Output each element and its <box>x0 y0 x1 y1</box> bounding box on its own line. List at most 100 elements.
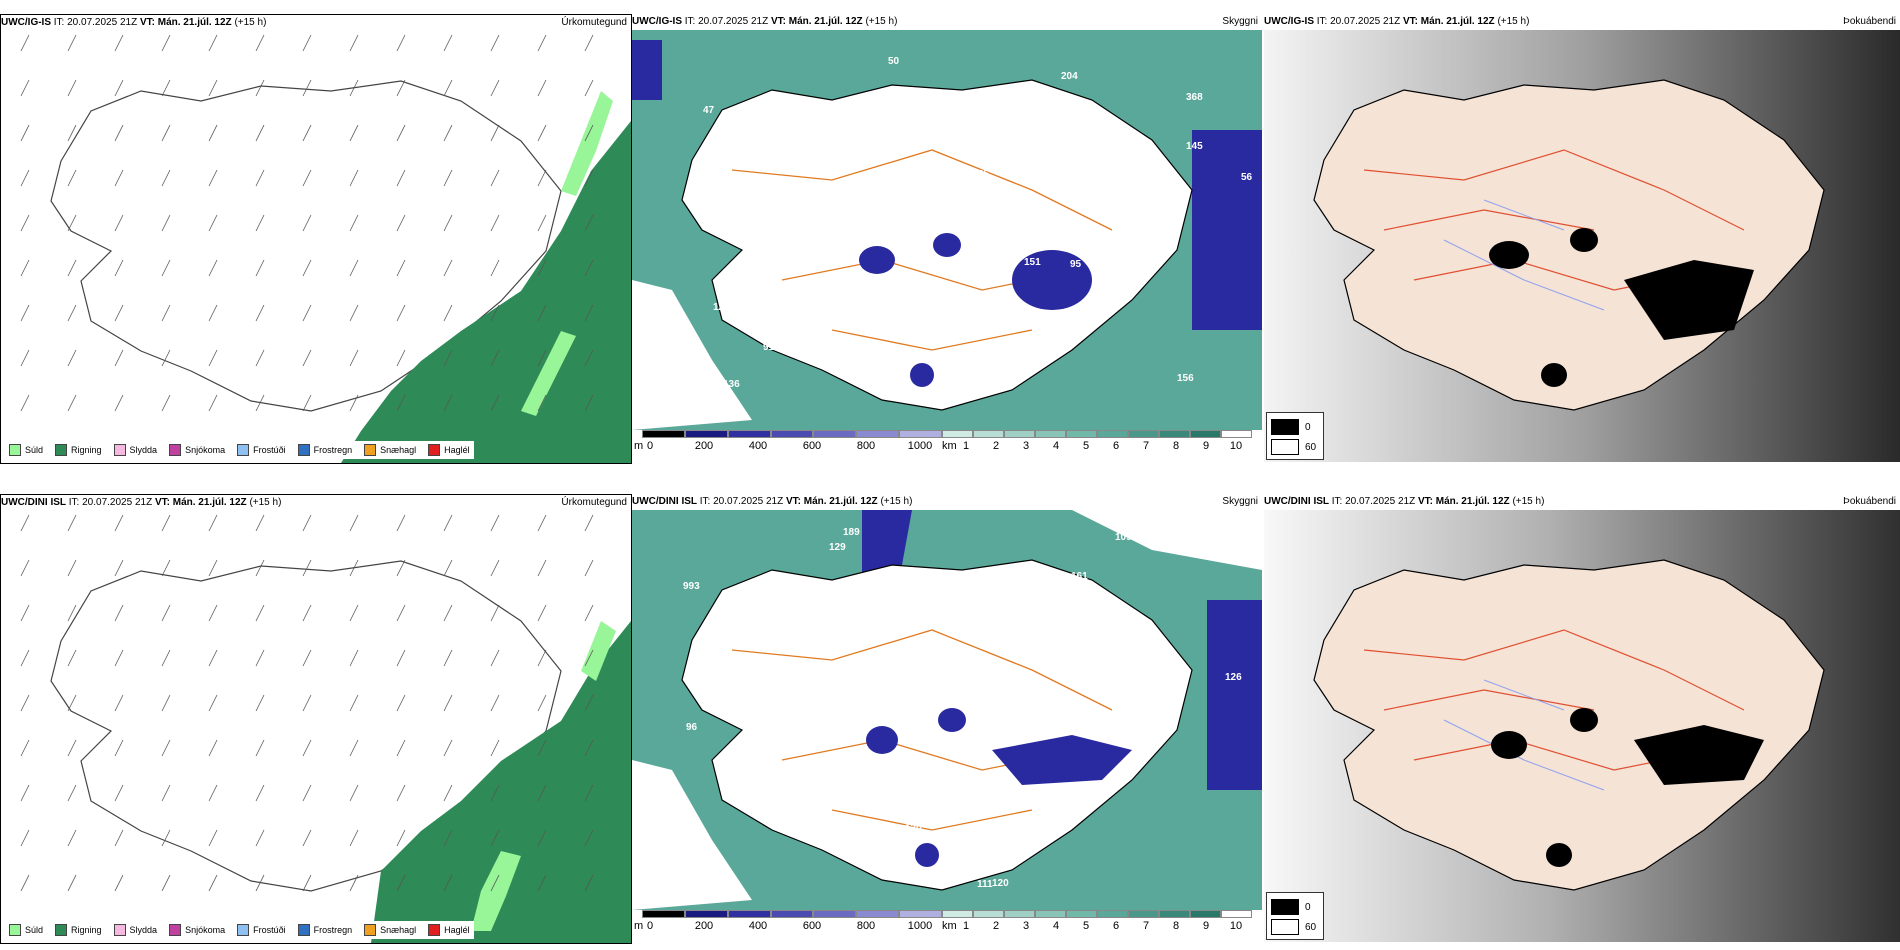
visibility-value-label: 990 <box>897 716 914 727</box>
wind-barb <box>537 784 547 802</box>
panel-header: UWC/DINI ISL IT: 20.07.2025 21Z VT: Mán.… <box>1 495 631 511</box>
colorbar-segment <box>770 910 814 918</box>
wind-barb <box>208 79 218 97</box>
valid-time: VT: Mán. 21.júl. 12Z <box>770 16 863 27</box>
legend-label: Haglél <box>444 445 470 455</box>
legend-label: Snæhagl <box>380 445 417 455</box>
visibility-value-label: 129 <box>713 302 730 313</box>
visibility-value-label: 578 <box>1019 125 1036 136</box>
wind-barb <box>584 739 594 757</box>
wind-barb <box>114 694 124 712</box>
wind-barb <box>537 694 547 712</box>
wind-barb <box>114 604 124 622</box>
init-time: IT: 20.07.2025 21Z <box>684 16 769 27</box>
wind-barb <box>302 649 312 667</box>
colorbar-tick: 7 <box>1142 440 1150 452</box>
legend-label: Frostregn <box>313 445 353 455</box>
wind-barb <box>20 649 30 667</box>
wind-barb <box>490 829 500 847</box>
wind-barb <box>20 214 30 232</box>
legend-item: Frostúði <box>237 924 286 936</box>
wind-barb <box>20 739 30 757</box>
wind-barb <box>537 304 547 322</box>
colorbar-segment <box>1097 430 1128 438</box>
colorbar-segment <box>727 910 771 918</box>
panel-title: Þokuábendi <box>1843 496 1896 507</box>
wind-barb <box>255 559 265 577</box>
wind-barb <box>255 79 265 97</box>
init-time: IT: 20.07.2025 21Z <box>68 497 153 508</box>
legend-label: Súld <box>25 445 44 455</box>
wind-barb <box>537 649 547 667</box>
wind-barb <box>67 739 77 757</box>
wind-barb <box>490 259 500 277</box>
visibility-value-label: 94 <box>948 684 960 695</box>
wind-barb <box>20 604 30 622</box>
visibility-value-label: 67 <box>830 150 842 161</box>
wind-barb <box>443 514 453 532</box>
panel-title: Þokuábendi <box>1843 16 1896 27</box>
wind-barb <box>443 559 453 577</box>
colorbar-unit: m <box>634 440 644 452</box>
wind-barb <box>490 214 500 232</box>
colorbar-segment <box>942 430 973 438</box>
fog-index-legend: 0 60 <box>1266 892 1324 940</box>
legend-label: Slydda <box>129 925 158 935</box>
wind-barb <box>114 349 124 367</box>
colorbar-segment <box>1159 910 1190 918</box>
wind-barb <box>490 304 500 322</box>
wind-barb <box>396 829 406 847</box>
model-name: UWC/IG-IS <box>1 17 51 28</box>
wind-barb <box>490 739 500 757</box>
visibility-value-label: 78 <box>703 862 715 873</box>
wind-barb <box>396 124 406 142</box>
wind-barb <box>302 559 312 577</box>
legend-swatch <box>55 924 68 936</box>
visibility-value-label: 223 <box>723 663 740 674</box>
wind-barb <box>67 169 77 187</box>
legend-item: Snjókoma <box>169 444 225 456</box>
wind-barb <box>537 874 547 892</box>
wind-barb <box>584 304 594 322</box>
wind-barb <box>161 694 171 712</box>
colorbar-segment <box>942 910 973 918</box>
visibility-value-label: 298 <box>776 768 793 779</box>
visibility-value-label: 129 <box>829 542 846 553</box>
visibility-value-label: 56 <box>1241 172 1253 183</box>
wind-barb <box>349 604 359 622</box>
wind-barb <box>20 394 30 412</box>
colorbar-segment <box>1159 430 1190 438</box>
visibility-value-label: 115 <box>888 182 905 193</box>
wind-barb <box>349 79 359 97</box>
visibility-value-label: 190 <box>870 222 887 233</box>
wind-barb <box>208 124 218 142</box>
wind-barb <box>208 784 218 802</box>
wind-barb <box>302 784 312 802</box>
wind-barb <box>537 34 547 52</box>
fog-legend-row: 60 <box>1271 439 1316 455</box>
visibility-value-label: 270 <box>1060 610 1077 621</box>
wind-barb <box>255 124 265 142</box>
wind-barb <box>161 559 171 577</box>
wind-barb <box>302 259 312 277</box>
wind-barb <box>349 649 359 667</box>
wind-barb <box>490 604 500 622</box>
fog-legend-swatch <box>1271 439 1299 455</box>
visibility-value-label: 46 <box>881 326 893 337</box>
wind-barb <box>396 874 406 892</box>
wind-barb <box>302 169 312 187</box>
wind-barb <box>302 604 312 622</box>
legend-swatch <box>237 924 250 936</box>
colorbar-tick: 1 <box>962 440 970 452</box>
wind-barb <box>208 214 218 232</box>
wind-barb <box>443 259 453 277</box>
visibility-value-label: 145 <box>1186 141 1203 152</box>
wind-barb <box>349 124 359 142</box>
wind-barb <box>396 214 406 232</box>
colorbar-tick: 5 <box>1082 920 1090 932</box>
visibility-value-label: 97 <box>970 732 982 743</box>
wind-barb <box>255 349 265 367</box>
fog-legend-row: 0 <box>1271 419 1311 435</box>
visibility-value-label: 136 <box>723 379 740 390</box>
wind-barb <box>537 349 547 367</box>
